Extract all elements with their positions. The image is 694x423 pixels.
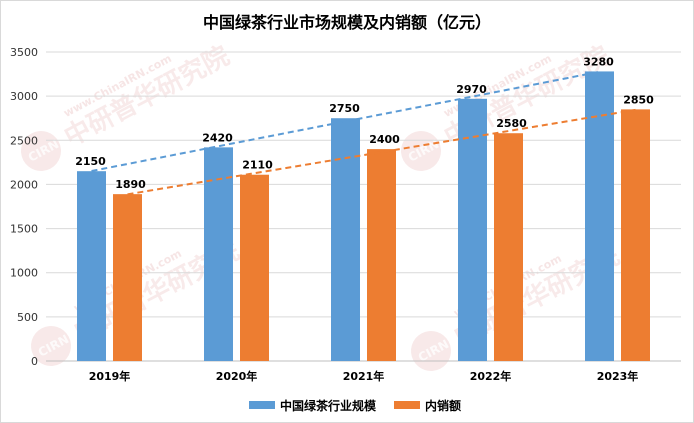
legend: 中国绿茶行业规模 内销额	[249, 398, 461, 413]
y-tick-label: 0	[31, 355, 38, 368]
legend-swatch	[394, 401, 420, 409]
y-tick-label: 1500	[10, 223, 38, 236]
legend-label: 中国绿茶行业规模	[280, 398, 377, 413]
bar-scale	[77, 171, 106, 361]
data-label: 1890	[115, 178, 146, 191]
bar-scale	[585, 71, 614, 362]
x-axis: 2019年 2020年 2021年 2022年 2023年	[89, 369, 639, 383]
data-label: 2150	[75, 155, 106, 168]
data-label: 2750	[329, 102, 360, 115]
y-tick-label: 1000	[10, 267, 38, 280]
watermark-logo-icon	[20, 131, 61, 171]
bar-domestic	[240, 174, 269, 361]
y-tick-label: 2500	[10, 134, 38, 147]
data-label: 3280	[583, 55, 614, 68]
bars	[77, 71, 650, 362]
y-tick-label: 500	[17, 311, 38, 324]
data-label: 2110	[242, 159, 273, 172]
x-tick-label: 2019年	[89, 369, 131, 383]
y-tick-label: 2000	[10, 178, 38, 191]
data-labels: 2150 1890 2420 2110 2750 2400 2970 2580 3280 2850	[75, 55, 654, 191]
bar-domestic	[494, 133, 523, 361]
bar-domestic	[367, 149, 396, 361]
watermark-logo-icon	[30, 326, 71, 366]
data-label: 2850	[623, 93, 654, 106]
trendline-scale	[91, 70, 600, 172]
data-label: 2400	[369, 133, 400, 146]
y-tick-label: 3000	[10, 90, 38, 103]
x-tick-label: 2021年	[343, 369, 385, 383]
legend-label: 内销额	[425, 398, 461, 413]
gridlines	[46, 51, 681, 362]
x-tick-label: 2020年	[216, 369, 258, 383]
bar-domestic	[113, 194, 142, 361]
bar-scale	[331, 118, 360, 361]
x-tick-label: 2022年	[470, 369, 512, 383]
y-axis: 0 500 1000 1500 2000 2500 3000 3500	[10, 46, 38, 368]
legend-swatch	[249, 401, 275, 409]
y-tick-label: 3500	[10, 46, 38, 59]
watermark-logo-icon	[401, 131, 441, 171]
data-label: 2580	[496, 117, 527, 130]
bar-scale	[204, 147, 233, 361]
data-label: 2970	[456, 83, 487, 96]
data-label: 2420	[202, 131, 233, 144]
chart-title: 中国绿茶行业市场规模及内销额（亿元）	[202, 13, 491, 32]
x-tick-label: 2023年	[597, 369, 639, 383]
bar-scale	[458, 98, 487, 361]
bar-domestic	[621, 109, 650, 361]
trendline-domestic	[127, 108, 636, 196]
trendlines	[91, 70, 636, 196]
